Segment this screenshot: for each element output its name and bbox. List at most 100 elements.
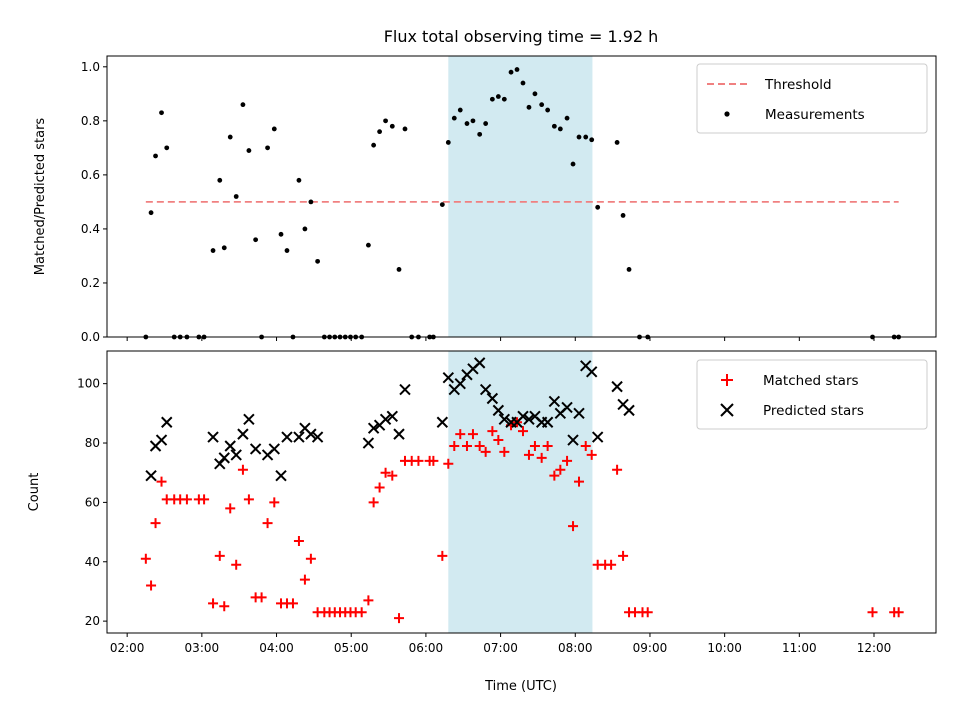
data-point (217, 177, 223, 183)
data-point (287, 598, 298, 609)
data-point (399, 383, 411, 396)
data-point (532, 91, 538, 97)
data-point (467, 429, 478, 440)
x-tick-label: 04:00 (259, 641, 294, 655)
series-predicted-stars (145, 357, 635, 482)
data-point (867, 607, 878, 618)
legend-matched-label: Matched stars (763, 373, 859, 389)
data-point (148, 210, 154, 216)
x-tick-label: 02:00 (110, 641, 145, 655)
data-point (379, 413, 392, 425)
data-point (365, 242, 371, 248)
data-point (626, 267, 632, 272)
legend-predicted-swatch (720, 403, 734, 417)
data-point (208, 598, 219, 609)
x-tick-label: 05:00 (334, 641, 369, 655)
y-tick-label: 60 (85, 495, 100, 509)
data-point (308, 199, 314, 205)
data-point (214, 550, 225, 561)
data-point (219, 601, 230, 612)
data-point (284, 248, 290, 253)
data-point (145, 469, 157, 482)
data-point (451, 115, 457, 121)
data-point (480, 446, 491, 457)
data-point (374, 482, 385, 493)
axes-frame (106, 55, 937, 338)
data-point (224, 440, 236, 452)
data-point (164, 145, 170, 151)
data-point (542, 440, 553, 451)
data-point (474, 440, 485, 451)
data-point (218, 452, 230, 464)
x-tick-label: 10:00 (707, 641, 742, 655)
data-point (237, 428, 249, 440)
data-point (555, 464, 566, 475)
data-point (523, 413, 535, 425)
data-point (479, 383, 492, 396)
legend-frame (696, 359, 928, 430)
data-point (564, 115, 570, 121)
data-point (623, 404, 635, 417)
data-point (237, 464, 248, 475)
data-point (155, 434, 168, 446)
data-point (402, 126, 408, 132)
data-point (265, 145, 270, 151)
data-point (428, 455, 439, 466)
data-point (268, 443, 281, 455)
data-point (606, 559, 617, 570)
x-tick-label: 11:00 (782, 641, 817, 655)
y-tick-label: 100 (77, 377, 100, 391)
data-point (620, 213, 626, 218)
data-point (156, 476, 167, 487)
data-point (393, 428, 405, 440)
x-tick-label: 03:00 (185, 641, 220, 655)
data-point (583, 134, 589, 140)
data-point (498, 413, 511, 425)
data-point (394, 613, 405, 624)
data-point (293, 535, 304, 546)
data-point (210, 248, 216, 253)
data-point (231, 559, 242, 570)
data-point (893, 607, 904, 618)
y-tick-label: 0.4 (81, 222, 100, 236)
data-point (457, 107, 463, 113)
data-point (501, 96, 507, 102)
y-tick-label: 80 (85, 436, 100, 450)
data-point (568, 521, 579, 532)
data-point (517, 410, 529, 423)
data-point (520, 80, 526, 86)
data-point (436, 416, 449, 428)
x-tick-label: 06:00 (409, 641, 444, 655)
ratio-panel: 0.0 0.2 0.4 0.6 0.8 1.0 (81, 55, 937, 344)
data-point (146, 580, 157, 591)
data-point (413, 455, 424, 466)
data-point (281, 431, 293, 443)
data-point (612, 464, 623, 475)
data-point (557, 126, 563, 132)
legend-top: Threshold Measurements (696, 63, 928, 134)
data-point (311, 431, 324, 443)
data-point (561, 401, 573, 414)
data-point (362, 437, 375, 449)
data-point (570, 161, 576, 167)
data-point (499, 446, 510, 457)
data-point (396, 267, 402, 272)
data-point (299, 574, 310, 585)
data-point (573, 407, 585, 420)
data-point (159, 110, 164, 116)
data-point (302, 226, 308, 232)
y-tick-label: 0.2 (81, 276, 100, 290)
data-point (214, 458, 226, 470)
data-point (296, 177, 302, 183)
data-point (595, 204, 601, 210)
data-point (181, 494, 192, 505)
data-point (523, 449, 534, 460)
data-point (161, 416, 173, 428)
data-point (548, 395, 561, 408)
data-point (371, 142, 377, 148)
y-axis-label-bottom: Count (27, 473, 42, 512)
data-point (140, 553, 151, 564)
data-point (275, 469, 287, 482)
data-point (614, 140, 620, 145)
